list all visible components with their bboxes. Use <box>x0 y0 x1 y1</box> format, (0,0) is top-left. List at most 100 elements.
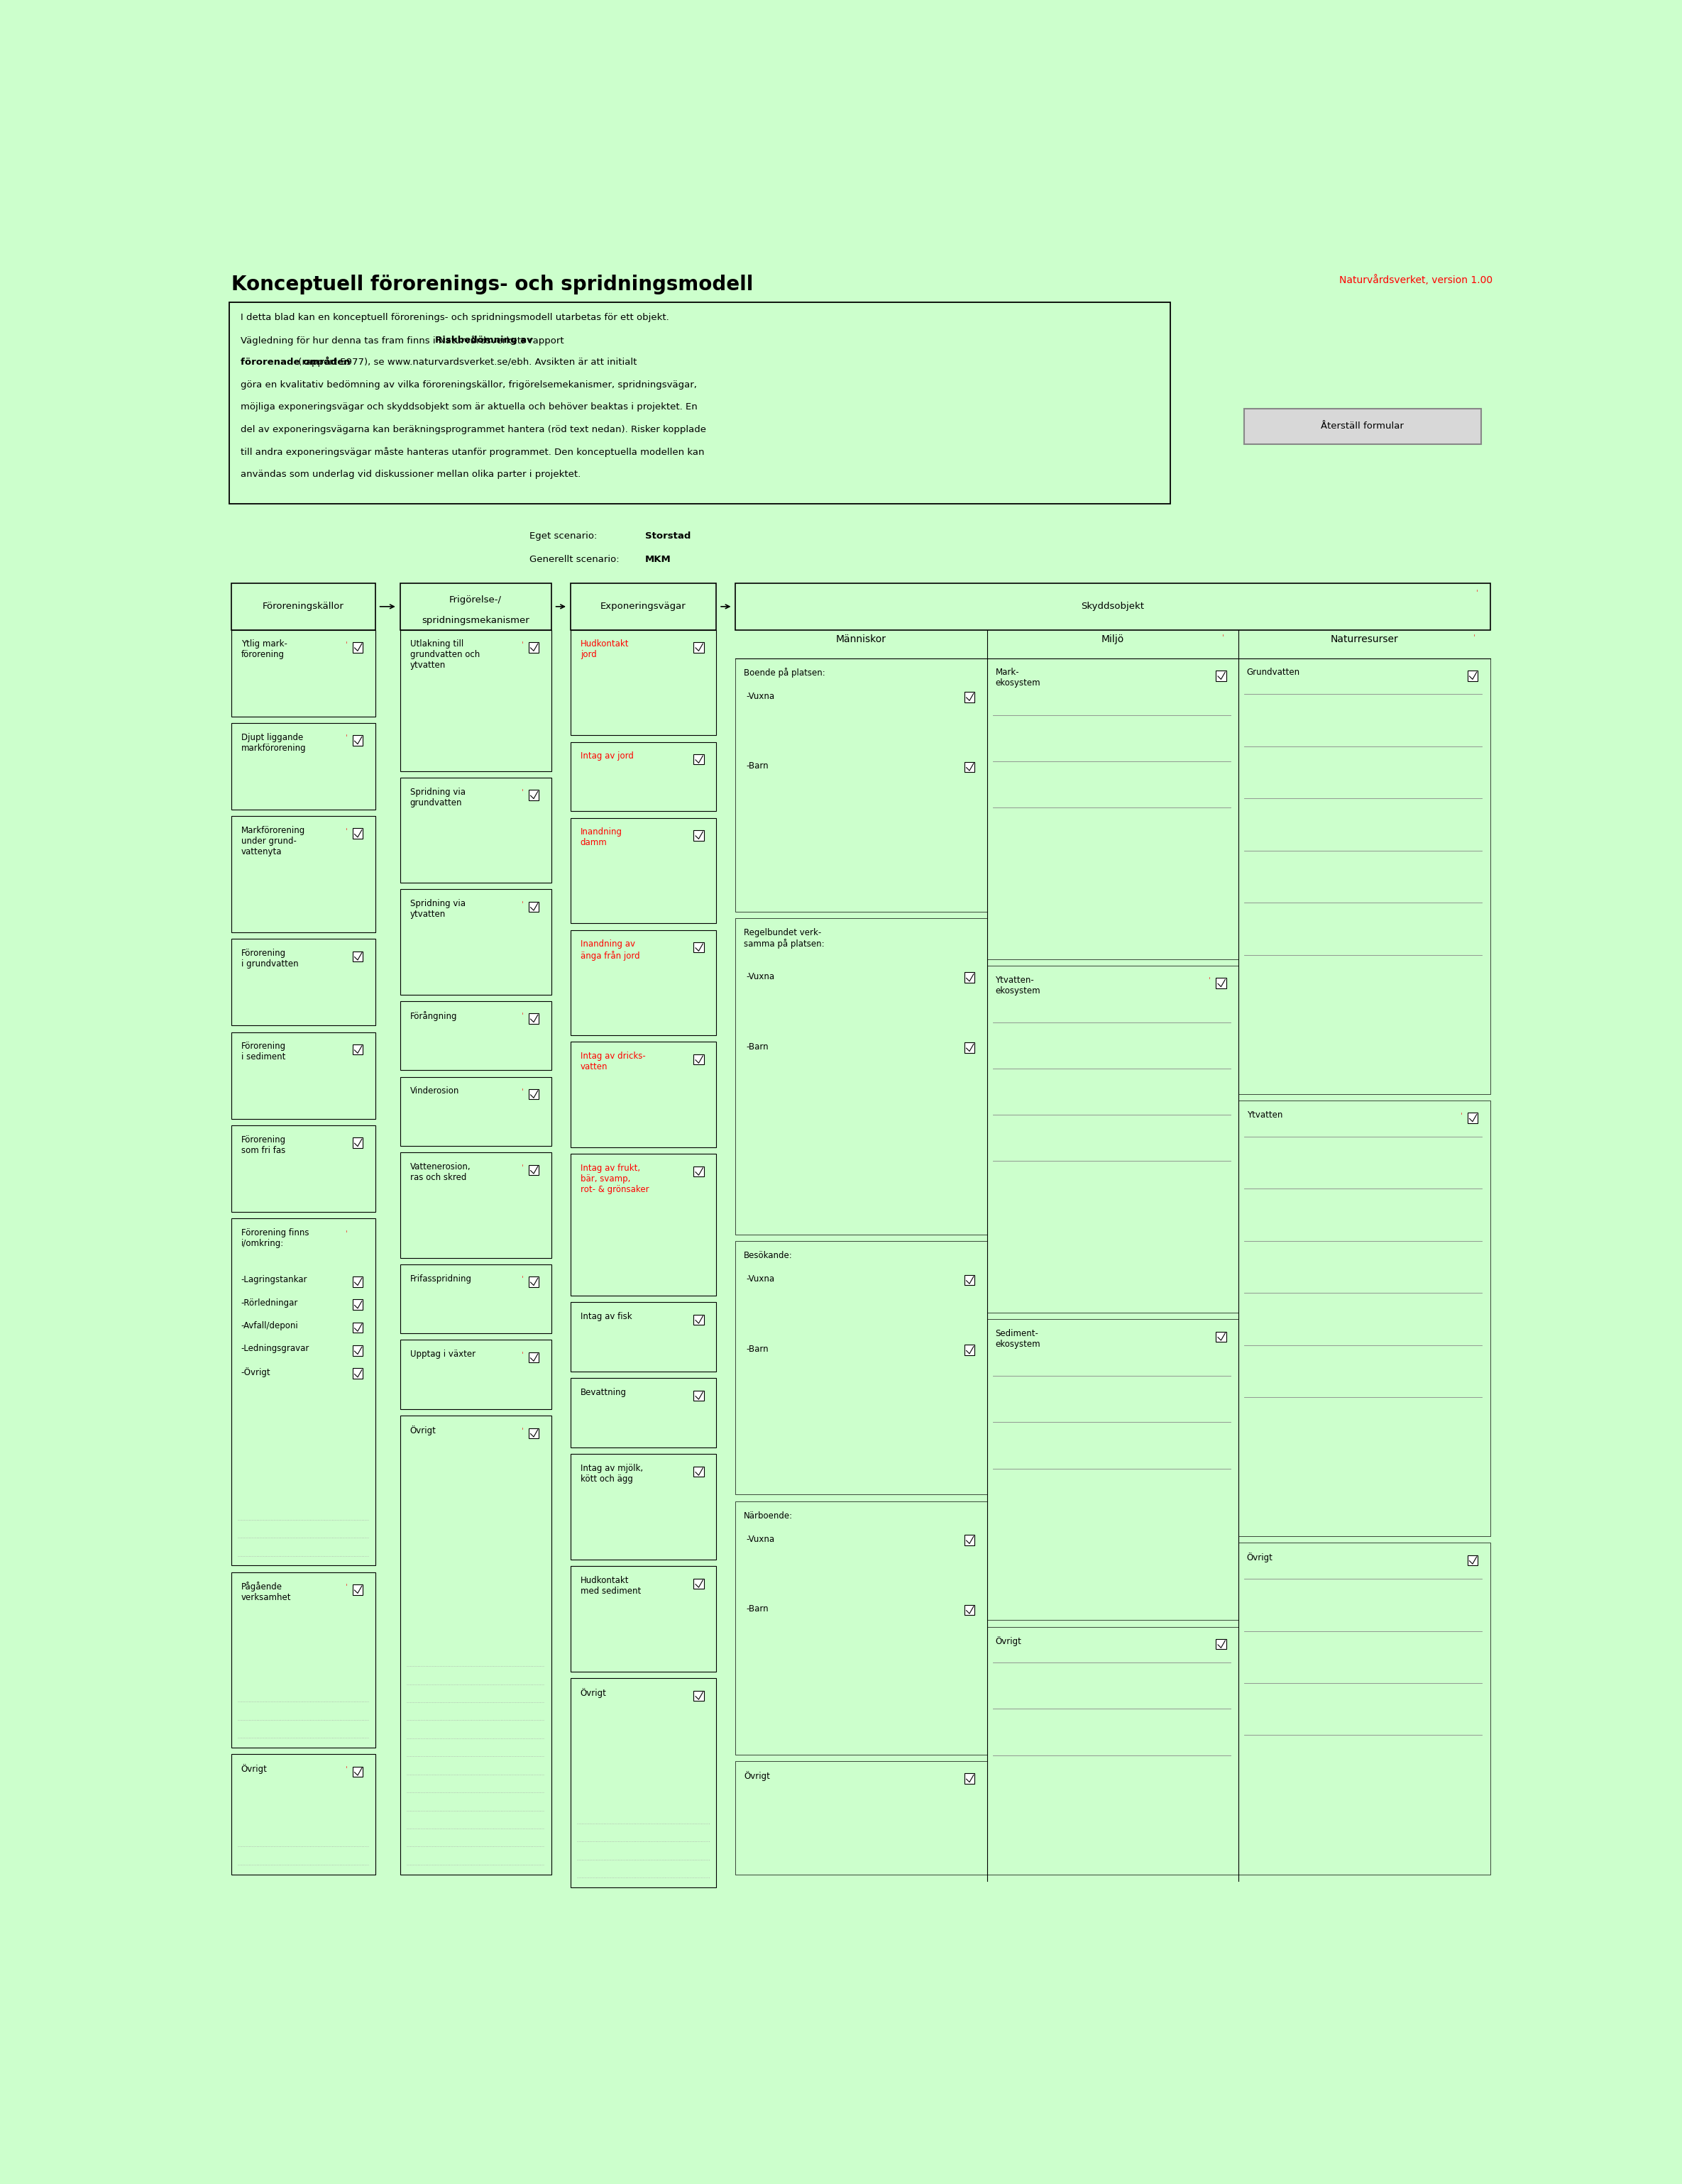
Bar <box>1216 1638 1226 1649</box>
Bar <box>353 642 363 653</box>
Text: (rapport 5977), se www.naturvardsverket.se/ebh. Avsikten är att initialt: (rapport 5977), se www.naturvardsverket.… <box>294 358 636 367</box>
Bar <box>693 1166 703 1177</box>
Text: Mark-
ekosystem: Mark- ekosystem <box>996 668 1041 688</box>
Bar <box>353 736 363 745</box>
Bar <box>570 1153 717 1295</box>
Text: Utlakning till
grundvatten och
ytvatten: Utlakning till grundvatten och ytvatten <box>410 640 479 670</box>
Text: ˈ: ˈ <box>521 1164 523 1171</box>
Bar <box>693 642 703 653</box>
Text: Inandning av
änga från jord: Inandning av änga från jord <box>580 939 639 961</box>
Text: Människor: Människor <box>836 633 886 644</box>
Text: -Vuxna: -Vuxna <box>747 972 775 981</box>
Bar <box>353 1044 363 1055</box>
Text: Miljö: Miljö <box>1102 633 1124 644</box>
Bar <box>987 965 1238 1313</box>
Bar <box>400 1077 552 1147</box>
Bar <box>964 1275 974 1284</box>
Text: MKM: MKM <box>644 555 671 563</box>
Text: Bevattning: Bevattning <box>580 1389 626 1398</box>
Bar <box>230 583 375 629</box>
Bar <box>1467 1114 1478 1123</box>
Bar <box>1216 978 1226 989</box>
Bar <box>400 1265 552 1334</box>
Bar <box>735 917 987 1234</box>
Bar <box>353 1299 363 1310</box>
Bar <box>1238 657 1490 1094</box>
Bar <box>400 1415 552 1874</box>
Bar <box>230 1125 375 1212</box>
Text: spridningsmekanismer: spridningsmekanismer <box>422 616 530 625</box>
Text: Skyddsobjekt: Skyddsobjekt <box>1082 603 1144 612</box>
Text: ˈ: ˈ <box>521 1275 523 1282</box>
Bar <box>693 941 703 952</box>
Text: Övrigt: Övrigt <box>241 1765 267 1773</box>
Bar <box>570 1042 717 1147</box>
Bar <box>735 1241 987 1494</box>
Bar <box>570 930 717 1035</box>
Text: Ytlig mark-
förorening: Ytlig mark- förorening <box>241 640 288 660</box>
Text: Djupt liggande
markförorening: Djupt liggande markförorening <box>241 734 306 753</box>
Bar <box>1216 1332 1226 1341</box>
Text: -Vuxna: -Vuxna <box>747 692 775 701</box>
Text: Återställ formular: Återställ formular <box>1320 422 1404 430</box>
Bar <box>570 1378 717 1448</box>
Bar <box>400 1153 552 1258</box>
Bar <box>230 1572 375 1747</box>
Text: -Vuxna: -Vuxna <box>747 1535 775 1544</box>
Bar <box>230 1219 375 1566</box>
Bar <box>987 1319 1238 1621</box>
Bar <box>735 1500 987 1754</box>
Text: ˈ: ˈ <box>345 828 348 834</box>
Bar <box>353 1369 363 1378</box>
Text: Inandning
damm: Inandning damm <box>580 828 622 847</box>
Text: Närboende:: Närboende: <box>743 1511 792 1520</box>
Bar <box>528 1428 538 1439</box>
Text: möjliga exponeringsvägar och skyddsobjekt som är aktuella och behöver beaktas i : möjliga exponeringsvägar och skyddsobjek… <box>241 402 698 413</box>
Text: I detta blad kan en konceptuell förorenings- och spridningsmodell utarbetas för : I detta blad kan en konceptuell föroreni… <box>241 312 669 321</box>
Bar <box>528 1352 538 1363</box>
Bar <box>353 952 363 961</box>
Bar <box>735 1760 987 1874</box>
Bar <box>570 1677 717 1887</box>
Text: göra en kvalitativ bedömning av vilka föroreningskällor, frigörelsemekanismer, s: göra en kvalitativ bedömning av vilka fö… <box>241 380 696 389</box>
Text: ˈ: ˈ <box>521 902 523 909</box>
Bar <box>230 1033 375 1118</box>
Text: Ytvatten: Ytvatten <box>1246 1109 1283 1120</box>
Bar <box>964 972 974 983</box>
Text: ˈ: ˈ <box>1473 633 1475 642</box>
Bar <box>400 1341 552 1409</box>
Text: ˈ: ˈ <box>1477 590 1478 596</box>
Text: Boende på platsen:: Boende på platsen: <box>743 668 826 677</box>
Text: ˈ: ˈ <box>1223 633 1224 642</box>
Bar <box>693 1315 703 1326</box>
Bar <box>570 1455 717 1559</box>
Bar <box>693 1391 703 1400</box>
Bar <box>1467 670 1478 681</box>
Bar <box>528 791 538 799</box>
Text: Naturresurser: Naturresurser <box>1330 633 1398 644</box>
Text: Frifasspridning: Frifasspridning <box>410 1273 471 1284</box>
Text: Markförorening
under grund-
vattenyta: Markförorening under grund- vattenyta <box>241 826 304 856</box>
Text: ˈ: ˈ <box>1209 978 1211 985</box>
Text: Övrigt: Övrigt <box>996 1636 1021 1647</box>
Text: Förorening
som fri fas: Förorening som fri fas <box>241 1136 286 1155</box>
Text: Besökande:: Besökande: <box>743 1251 792 1260</box>
Text: -Rörledningar: -Rörledningar <box>241 1297 298 1308</box>
Text: Frigörelse-/: Frigörelse-/ <box>449 596 501 605</box>
Bar <box>693 1690 703 1701</box>
Text: ˈ: ˈ <box>345 1583 348 1590</box>
Text: -Lagringstankar: -Lagringstankar <box>241 1275 308 1284</box>
Bar <box>353 1324 363 1332</box>
Bar <box>964 692 974 703</box>
Text: ˈ: ˈ <box>345 1230 348 1236</box>
Bar <box>1238 1542 1490 1874</box>
Bar <box>570 743 717 810</box>
Text: -Ledningsgravar: -Ledningsgravar <box>241 1343 309 1354</box>
Text: Hudkontakt
med sediment: Hudkontakt med sediment <box>580 1577 641 1597</box>
Text: ˈ: ˈ <box>521 1013 523 1020</box>
Bar <box>693 830 703 841</box>
Text: Storstad: Storstad <box>644 531 690 542</box>
Bar <box>735 657 987 911</box>
Text: -Barn: -Barn <box>747 1605 769 1614</box>
Bar <box>1216 670 1226 681</box>
